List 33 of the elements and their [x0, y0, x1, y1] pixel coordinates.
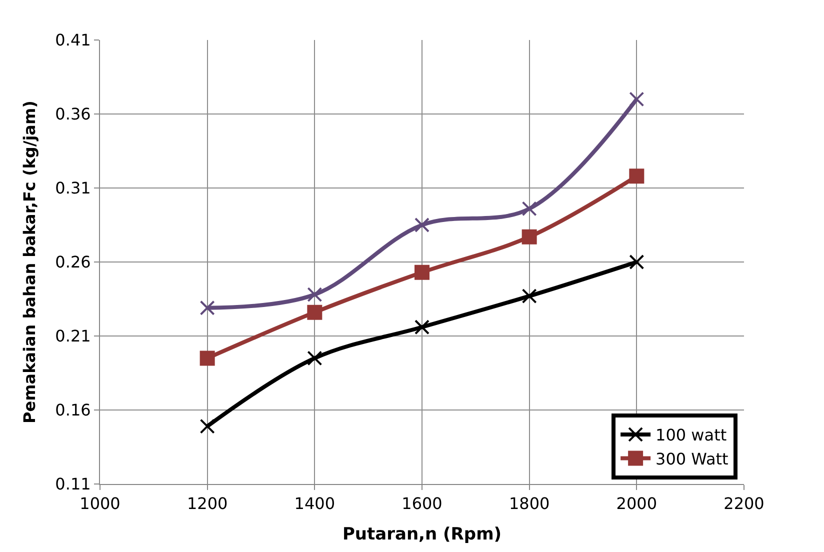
x-tick-label: 2000 — [616, 494, 658, 514]
point — [522, 288, 537, 304]
point — [629, 254, 644, 270]
point — [629, 92, 644, 107]
x-axis-title: Putaran,n (Rpm) — [342, 524, 502, 545]
legend-label: 300 Watt — [656, 450, 728, 468]
x-tick-label: 1600 — [402, 494, 442, 514]
point — [307, 350, 322, 366]
point — [522, 201, 537, 216]
point — [200, 300, 215, 316]
point — [200, 350, 215, 366]
y-tick-label: 0.26 — [55, 252, 91, 272]
point — [307, 287, 322, 302]
point — [307, 304, 322, 320]
point — [200, 418, 215, 434]
legend-label: 100 watt — [656, 426, 727, 445]
y-tick-label: 0.31 — [55, 178, 91, 198]
x-tick-label: 1000 — [80, 494, 120, 514]
point — [414, 264, 430, 280]
y-tick-label: 0.11 — [55, 474, 91, 494]
point — [629, 168, 644, 184]
y-tick-label: 0.41 — [55, 30, 91, 50]
point — [522, 229, 537, 244]
y-axis-title: Pemakaian bahan bakar,Fc (kg/jam) — [20, 100, 40, 424]
y-tick-label: 0.36 — [55, 104, 91, 124]
point — [414, 218, 430, 232]
x-tick-label: 1400 — [294, 494, 336, 514]
x-tick-label: 1800 — [508, 494, 550, 514]
point — [414, 320, 430, 335]
y-tick-label: 0.16 — [55, 400, 91, 420]
y-tick-label: 0.21 — [55, 326, 91, 346]
x-tick-label: 1200 — [186, 494, 228, 514]
x-tick-label: 2200 — [724, 494, 764, 514]
